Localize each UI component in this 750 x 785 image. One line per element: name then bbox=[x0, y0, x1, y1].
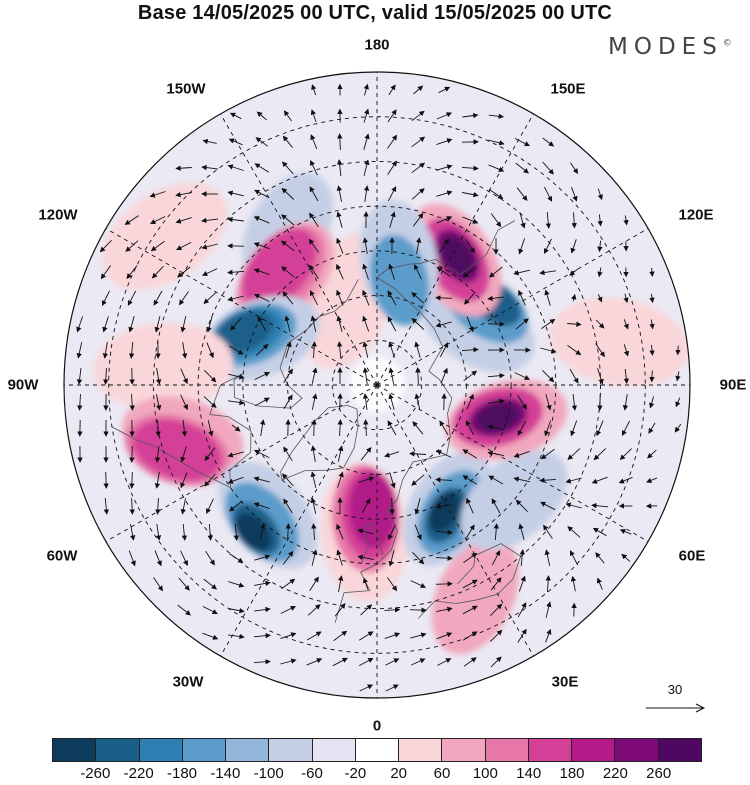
colorbar-tick-label: 20 bbox=[390, 765, 407, 782]
wind-arrow bbox=[132, 472, 133, 488]
colorbar-tick-label: -100 bbox=[254, 765, 284, 782]
colorbar-tick-label: -220 bbox=[124, 765, 154, 782]
lon-label-180: 180 bbox=[364, 37, 389, 54]
lon-label-0: 0 bbox=[373, 718, 381, 735]
colorbar-swatch bbox=[615, 739, 658, 761]
lon-label-120e: 120E bbox=[678, 207, 713, 224]
wind-arrow bbox=[132, 446, 133, 462]
colorbar-swatch bbox=[529, 739, 572, 761]
wind-reference-value: 30 bbox=[640, 682, 710, 697]
colorbar-swatch bbox=[53, 739, 96, 761]
lon-label-90w: 90W bbox=[8, 377, 39, 394]
colorbar-swatch bbox=[399, 739, 442, 761]
colorbar-swatch bbox=[140, 739, 183, 761]
wind-reference: 30 bbox=[640, 680, 710, 720]
lon-label-120w: 120W bbox=[38, 207, 77, 224]
colorbar-swatch bbox=[486, 739, 529, 761]
lon-label-30w: 30W bbox=[173, 674, 204, 691]
arrow-right-icon bbox=[646, 702, 706, 714]
colorbar-swatch bbox=[659, 739, 701, 761]
wind-arrow bbox=[340, 394, 341, 410]
lon-label-60e: 60E bbox=[679, 548, 706, 565]
polar-map bbox=[0, 0, 750, 735]
lon-label-30e: 30E bbox=[552, 674, 579, 691]
colorbar-tick-label: 220 bbox=[603, 765, 628, 782]
colorbar-tick-label: 60 bbox=[434, 765, 451, 782]
colorbar-tick-label: -260 bbox=[80, 765, 110, 782]
colorbar-swatch bbox=[356, 739, 399, 761]
lon-label-60w: 60W bbox=[47, 548, 78, 565]
colorbar-tick-label: 140 bbox=[516, 765, 541, 782]
colorbar-tick-label: -60 bbox=[301, 765, 323, 782]
colorbar-tick-label: -180 bbox=[167, 765, 197, 782]
colorbar-swatch bbox=[442, 739, 485, 761]
colorbar bbox=[52, 738, 702, 762]
colorbar-tick-label: 100 bbox=[473, 765, 498, 782]
colorbar-swatch bbox=[96, 739, 139, 761]
wind-arrow bbox=[436, 298, 452, 299]
wind-arrow bbox=[436, 584, 452, 585]
lon-label-90e: 90E bbox=[720, 377, 747, 394]
colorbar-swatch bbox=[269, 739, 312, 761]
colorbar-swatch bbox=[183, 739, 226, 761]
colorbar-swatch bbox=[226, 739, 269, 761]
colorbar-tick-label: 180 bbox=[559, 765, 584, 782]
colorbar-swatch bbox=[572, 739, 615, 761]
colorbar-swatch bbox=[313, 739, 356, 761]
wind-arrow bbox=[410, 610, 426, 611]
colorbar-tick-label: -20 bbox=[344, 765, 366, 782]
colorbar-tick-label: -140 bbox=[210, 765, 240, 782]
wind-arrow bbox=[392, 498, 393, 514]
wind-arrow bbox=[652, 371, 653, 382]
wind-arrow bbox=[678, 346, 679, 355]
colorbar-ticks: -260 -220 -180 -140 -100 -60 -20 20 60 100 140 180 2… bbox=[0, 765, 750, 785]
lon-label-150e: 150E bbox=[550, 81, 585, 98]
wind-arrow bbox=[106, 472, 107, 488]
lon-label-150w: 150W bbox=[166, 81, 205, 98]
colorbar-tick-label: 260 bbox=[646, 765, 671, 782]
